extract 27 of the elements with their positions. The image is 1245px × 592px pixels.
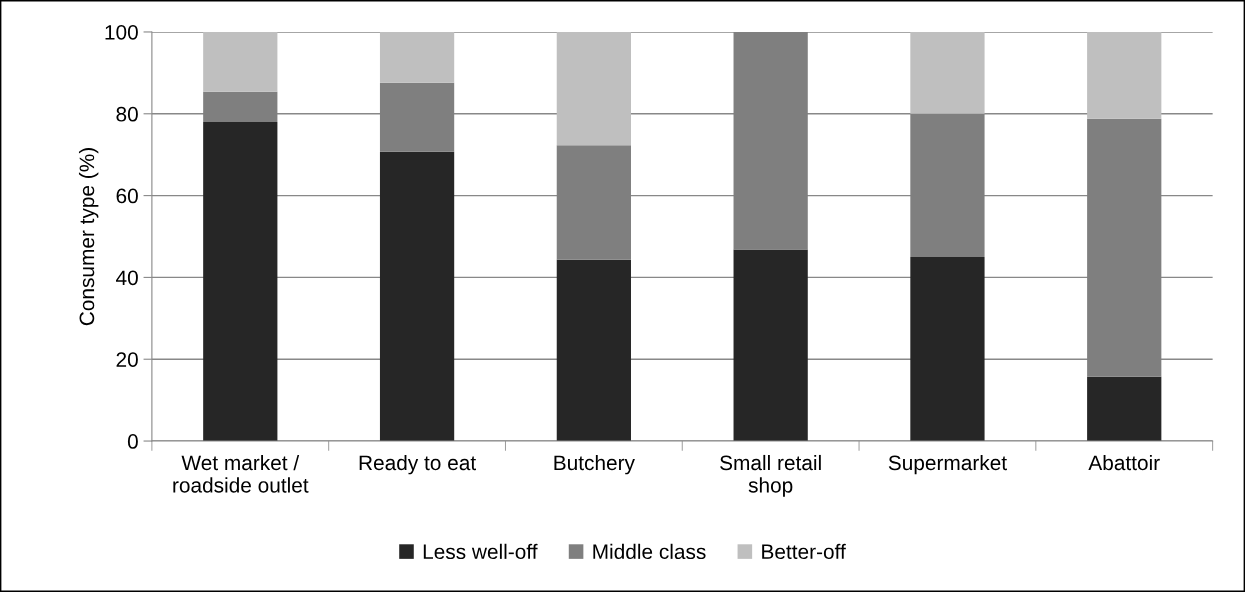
y-tick-label: 100 [105, 24, 138, 40]
bar [379, 31, 455, 83]
bar [1087, 31, 1162, 119]
legend-label: Less well-off [423, 543, 538, 560]
x-tick-label: Small retail shop [720, 454, 821, 497]
bar [556, 31, 631, 146]
y-tick-label: 40 [116, 270, 138, 286]
bar [733, 249, 808, 442]
legend-label: Better-off [762, 543, 846, 560]
y-tick-label: 20 [116, 352, 138, 367]
y-tick-label: 0 [127, 434, 138, 449]
bar [379, 151, 455, 442]
bar [910, 31, 985, 114]
bar [910, 256, 985, 442]
y-tick-label: 80 [116, 106, 138, 122]
x-tick-label: Butchery [554, 454, 635, 475]
x-tick-label: Abattoir [1088, 454, 1160, 471]
y-tick-label: 60 [116, 188, 138, 204]
x-tick-label: Ready to eat [359, 454, 476, 475]
bar [1087, 376, 1162, 442]
x-tick-label: Supermarket [888, 454, 1007, 475]
bar [556, 259, 631, 442]
y-axis-title: Consumer type (%) [78, 148, 99, 326]
legend-label: Middle class [593, 543, 706, 560]
bar [203, 31, 278, 92]
bar [203, 121, 278, 442]
x-tick-label: Wet market / roadside outlet [173, 454, 309, 493]
